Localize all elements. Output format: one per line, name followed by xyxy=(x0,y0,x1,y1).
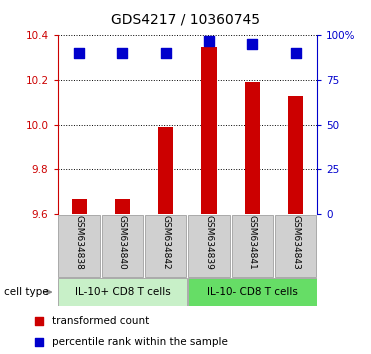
Bar xyxy=(158,127,173,214)
Bar xyxy=(72,199,87,214)
Bar xyxy=(201,47,217,214)
Point xyxy=(293,50,299,56)
Bar xyxy=(115,199,130,214)
Text: GSM634838: GSM634838 xyxy=(75,216,83,270)
Bar xyxy=(288,96,303,214)
Text: transformed count: transformed count xyxy=(52,316,149,326)
Bar xyxy=(232,215,273,277)
Text: GSM634839: GSM634839 xyxy=(204,216,213,270)
Point xyxy=(36,318,42,324)
Bar xyxy=(275,215,316,277)
Point xyxy=(163,50,169,56)
Text: IL-10+ CD8 T cells: IL-10+ CD8 T cells xyxy=(75,287,170,297)
Text: GSM634841: GSM634841 xyxy=(248,216,257,270)
Point xyxy=(76,50,82,56)
Bar xyxy=(188,279,317,306)
Bar xyxy=(58,215,100,277)
Bar xyxy=(102,215,143,277)
Text: GSM634840: GSM634840 xyxy=(118,216,127,270)
Text: percentile rank within the sample: percentile rank within the sample xyxy=(52,337,228,347)
Point xyxy=(249,41,255,47)
Text: cell type: cell type xyxy=(4,287,48,297)
Text: GDS4217 / 10360745: GDS4217 / 10360745 xyxy=(111,12,260,27)
Bar xyxy=(245,82,260,214)
Text: IL-10- CD8 T cells: IL-10- CD8 T cells xyxy=(207,287,298,297)
Bar xyxy=(188,215,230,277)
Bar xyxy=(58,279,187,306)
Text: GSM634843: GSM634843 xyxy=(291,216,300,270)
Point xyxy=(36,339,42,344)
Bar xyxy=(145,215,187,277)
Text: GSM634842: GSM634842 xyxy=(161,216,170,270)
Point xyxy=(206,38,212,44)
Point xyxy=(119,50,125,56)
